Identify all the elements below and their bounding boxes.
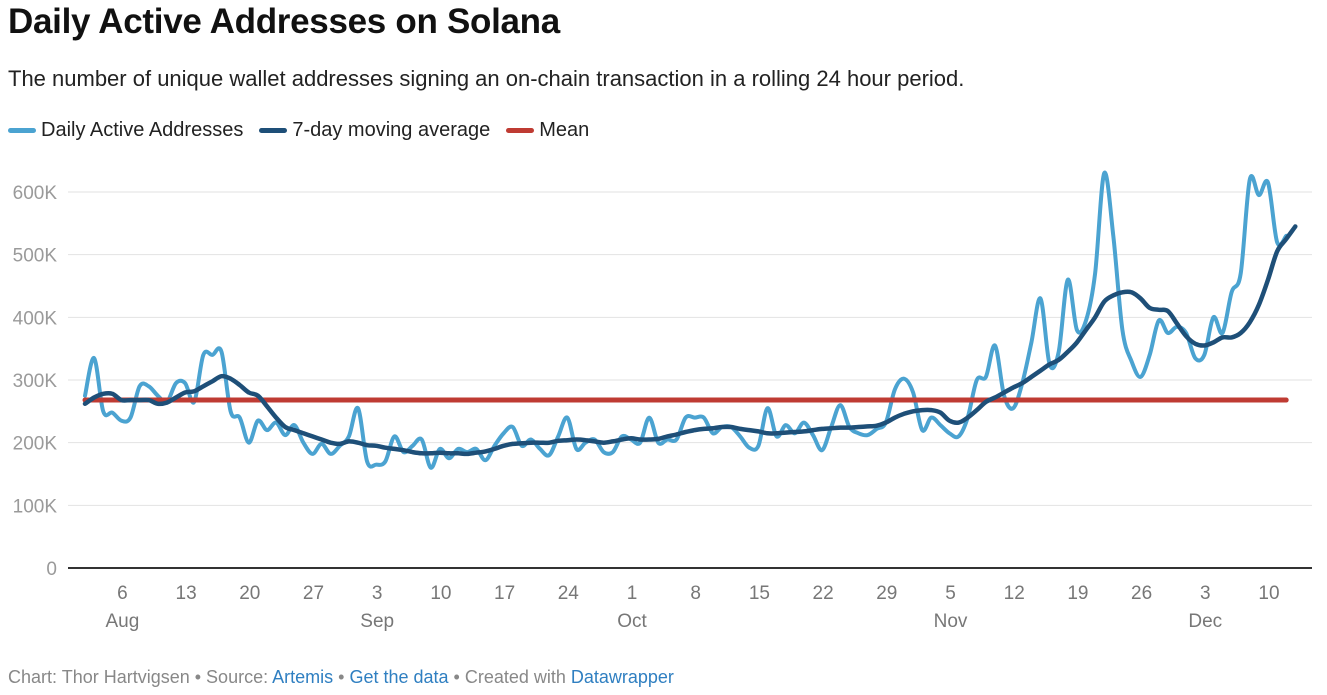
x-tick-label: 13 bbox=[176, 583, 197, 604]
legend-item-mean: Mean bbox=[506, 119, 589, 142]
x-month-label: Sep bbox=[360, 611, 394, 632]
x-axis-ticks: 6 Aug 13 20 27 3 Sep 10 17 24 1 Oct 8 15 22 29 5 Nov 12 19 2… bbox=[105, 583, 1279, 632]
series-lines bbox=[82, 170, 1298, 470]
x-tick-label: 17 bbox=[494, 583, 515, 604]
x-tick-label: 19 bbox=[1067, 583, 1088, 604]
series-line-daily-active-addresses bbox=[83, 170, 1289, 470]
x-month-label: Aug bbox=[105, 611, 139, 632]
x-tick-label: 5 bbox=[945, 583, 956, 604]
x-tick-label: 6 bbox=[117, 583, 128, 604]
chart-footer: Chart: Thor Hartvigsen • Source: Artemis… bbox=[8, 667, 674, 688]
get-data-link[interactable]: Get the data bbox=[349, 667, 449, 687]
chart-subtitle: The number of unique wallet addresses si… bbox=[8, 66, 965, 91]
x-month-label: Nov bbox=[934, 611, 968, 632]
y-tick-label: 600K bbox=[13, 183, 58, 204]
legend-label: Mean bbox=[539, 119, 590, 141]
x-month-label: Dec bbox=[1188, 611, 1222, 632]
footer-sep: • Created with bbox=[448, 667, 571, 687]
y-axis-ticks: 0 100K 200K 300K 400K 500K 600K bbox=[13, 183, 58, 580]
series-line-7-day-moving-average bbox=[82, 224, 1298, 457]
legend-swatch-mean bbox=[506, 128, 535, 133]
x-tick-label: 3 bbox=[1200, 583, 1211, 604]
y-tick-label: 100K bbox=[13, 496, 58, 517]
y-tick-label: 500K bbox=[13, 246, 58, 267]
y-tick-label: 400K bbox=[13, 308, 58, 329]
footer-sep: • bbox=[333, 667, 350, 687]
x-tick-label: 26 bbox=[1131, 583, 1152, 604]
legend: Daily Active Addresses 7-day moving aver… bbox=[8, 119, 605, 142]
legend-label: 7-day moving average bbox=[292, 119, 491, 141]
legend-item-moving-average: 7-day moving average bbox=[259, 119, 490, 142]
x-tick-label: 10 bbox=[1258, 583, 1279, 604]
source-link[interactable]: Artemis bbox=[272, 667, 334, 687]
x-tick-label: 15 bbox=[749, 583, 770, 604]
legend-item-daily-active: Daily Active Addresses bbox=[8, 119, 243, 142]
x-tick-label: 1 bbox=[627, 583, 638, 604]
footer-credit: Chart: Thor Hartvigsen bbox=[8, 667, 190, 687]
x-tick-label: 3 bbox=[372, 583, 383, 604]
y-tick-label: 300K bbox=[13, 371, 58, 392]
datawrapper-link[interactable]: Datawrapper bbox=[570, 667, 674, 687]
x-tick-label: 27 bbox=[303, 583, 324, 604]
y-tick-label: 200K bbox=[13, 434, 58, 455]
x-month-label: Oct bbox=[617, 611, 647, 632]
x-tick-label: 8 bbox=[690, 583, 701, 604]
footer-sep: • Source: bbox=[189, 667, 273, 687]
chart-title: Daily Active Addresses on Solana bbox=[8, 2, 560, 41]
gridlines bbox=[68, 191, 1312, 569]
x-tick-label: 29 bbox=[876, 583, 897, 604]
x-tick-label: 10 bbox=[430, 583, 451, 604]
x-tick-label: 22 bbox=[813, 583, 834, 604]
x-tick-label: 20 bbox=[239, 583, 260, 604]
x-tick-label: 24 bbox=[558, 583, 580, 604]
legend-label: Daily Active Addresses bbox=[41, 119, 244, 141]
legend-swatch-moving-average bbox=[259, 128, 288, 133]
x-tick-label: 12 bbox=[1004, 583, 1025, 604]
y-tick-label: 0 bbox=[46, 559, 57, 580]
legend-swatch-daily-active bbox=[8, 128, 36, 133]
